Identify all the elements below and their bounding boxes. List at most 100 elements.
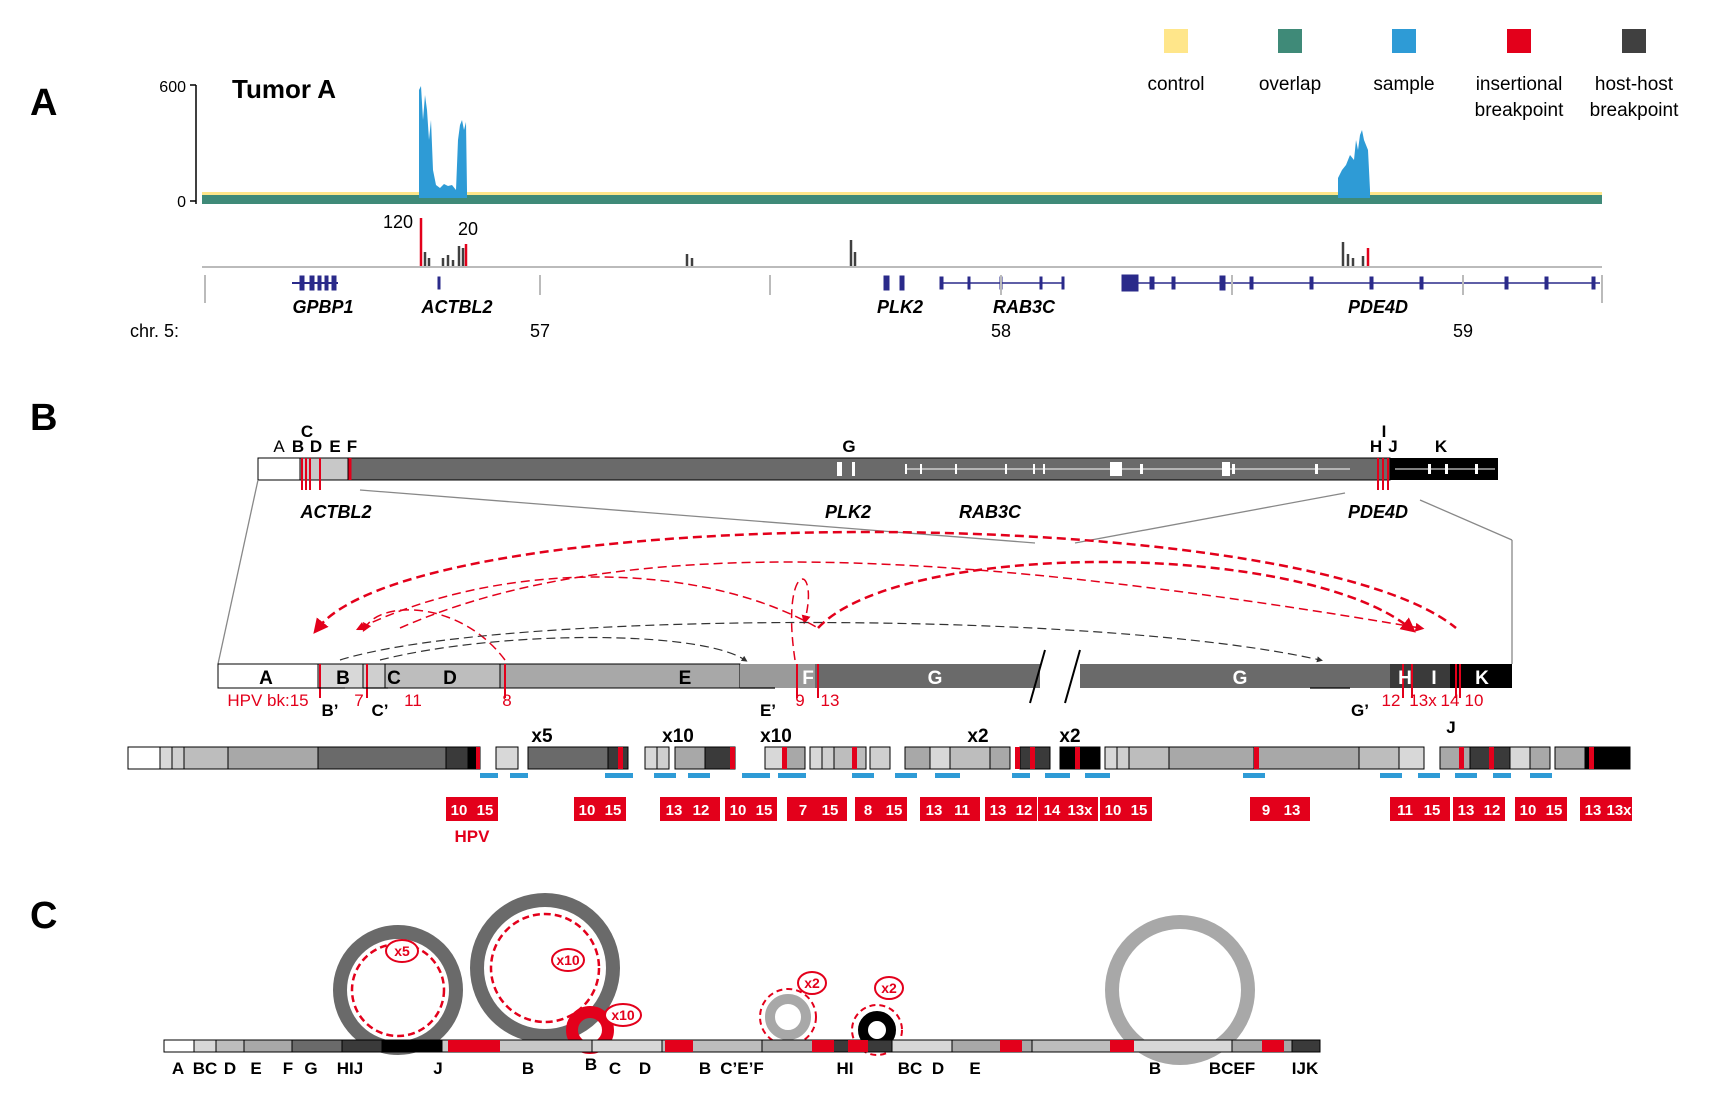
c-mult-x5: x5	[394, 943, 410, 959]
c-label-d3: D	[932, 1059, 944, 1078]
top-seg-e: E	[329, 437, 340, 456]
hpv-2-b: 12	[693, 802, 710, 819]
hpv-1-b: 15	[605, 802, 622, 819]
mid-seg-a: A	[259, 668, 273, 689]
hpv-4-a: 7	[799, 802, 807, 819]
chr-tick-marks	[204, 275, 1603, 303]
hpv-12-a: 13	[1458, 802, 1475, 819]
bk-14: 14	[1441, 691, 1460, 710]
c-label-d2: D	[639, 1059, 651, 1078]
hpv-8-b: 13x	[1067, 802, 1093, 819]
hpv-8-a: 14	[1044, 802, 1061, 819]
c-label-b3: B	[699, 1059, 711, 1078]
mid-seg-g-right: G	[1233, 668, 1248, 689]
gene-actbl2: ACTBL2	[421, 297, 493, 317]
mid-seg-d: D	[443, 668, 457, 689]
c-label-b1: B	[522, 1059, 534, 1078]
top-gene-plk2: PLK2	[825, 502, 871, 522]
legend-label-sample: sample	[1373, 74, 1434, 95]
hpv-13-a: 10	[1520, 802, 1537, 819]
legend-swatch-sample	[1392, 29, 1416, 53]
mult-x2-a: x2	[967, 726, 988, 747]
hpv-14-b: 13x	[1606, 802, 1632, 819]
breakpoint-count-120: 120	[383, 212, 413, 232]
hpv-5-b: 15	[886, 802, 903, 819]
prime-j: J	[1446, 718, 1455, 737]
sample-peaks	[419, 86, 1370, 198]
hpv-7-b: 12	[1016, 802, 1033, 819]
junction-arcs	[313, 530, 1457, 663]
top-seg-g: G	[842, 437, 855, 456]
c-mult-x2-b: x2	[881, 980, 897, 996]
c-label-c: C	[609, 1059, 621, 1078]
mid-seg-h: H	[1398, 668, 1412, 689]
panel-label-c: C	[30, 895, 57, 937]
y-tick-600: 600	[159, 79, 186, 96]
chr-tick-59: 59	[1453, 321, 1473, 341]
overlap-coverage	[202, 195, 1602, 204]
panel-c-linear-bar	[163, 1039, 1321, 1053]
bk-11: 11	[404, 691, 422, 710]
legend: control overlap sample insertional break…	[1147, 29, 1679, 121]
top-seg-c: C	[301, 422, 313, 441]
c-label-bc: BC	[193, 1059, 218, 1078]
c-mult-x10-b: x10	[611, 1007, 635, 1023]
top-seg-i: I	[1382, 422, 1387, 441]
c-mult-x10-a: x10	[556, 952, 580, 968]
bk-12: 12	[1382, 691, 1401, 710]
prime-e: E’	[760, 701, 776, 720]
prime-c: C’	[372, 701, 389, 720]
panel-b: A B C D E F G H I J K ACTBL2 PLK2 RAB3C …	[127, 422, 1632, 846]
panel-a: Tumor A 600 0 120 20	[130, 29, 1679, 341]
c-label-hi: HI	[837, 1059, 854, 1078]
legend-label-overlap: overlap	[1259, 74, 1321, 95]
hpv-11-a: 11	[1397, 802, 1413, 819]
bk-9: 9	[795, 691, 804, 710]
hpv-10-b: 13	[1284, 802, 1301, 819]
tumor-title: Tumor A	[232, 74, 336, 104]
reconstructed-contig	[127, 746, 1631, 770]
top-seg-b: B	[292, 437, 304, 456]
c-label-a: A	[172, 1059, 184, 1078]
mult-x5: x5	[531, 726, 553, 747]
c-label-e2: E	[969, 1059, 980, 1078]
bk-label: HPV bk:15	[227, 691, 308, 710]
y-tick-0: 0	[177, 194, 186, 211]
mid-seg-f: F	[802, 668, 814, 689]
gene-track	[292, 274, 1600, 292]
top-gene-actbl2: ACTBL2	[300, 502, 372, 522]
c-label-j: J	[433, 1059, 442, 1078]
hpv-3-b: 15	[756, 802, 773, 819]
mult-x10-b: x10	[760, 726, 792, 747]
top-seg-f: F	[347, 437, 357, 456]
panel-label-b: B	[30, 397, 57, 439]
c-label-bc2: BC	[898, 1059, 923, 1078]
c-label-bcef: BCEF	[1209, 1059, 1255, 1078]
mid-seg-i: I	[1431, 668, 1436, 689]
panel-c-rings	[333, 893, 1255, 1065]
hpv-12-b: 12	[1484, 802, 1501, 819]
panel-label-a: A	[30, 82, 57, 124]
mid-seg-k: K	[1475, 668, 1489, 689]
gene-pde4d: PDE4D	[1348, 297, 1408, 317]
hpv-3-a: 10	[730, 802, 747, 819]
bk-7: 7	[354, 691, 363, 710]
c-label-g: G	[304, 1059, 317, 1078]
hpv-13-b: 15	[1546, 802, 1563, 819]
mid-seg-b: B	[336, 668, 350, 689]
prime-b: B’	[322, 701, 339, 720]
hpv-boxes	[446, 797, 1632, 821]
c-label-e: E	[250, 1059, 261, 1078]
hpv-1-a: 10	[579, 802, 596, 819]
mid-seg-c: C	[387, 668, 401, 689]
hpv-2-a: 13	[666, 802, 683, 819]
chr-tick-57: 57	[530, 321, 550, 341]
hpv-11-b: 15	[1424, 802, 1441, 819]
c-label-cef: C’E’F	[720, 1059, 763, 1078]
breakpoint-count-20: 20	[458, 219, 478, 239]
top-seg-k: K	[1435, 437, 1448, 456]
gene-plk2: PLK2	[877, 297, 923, 317]
chr-label: chr. 5:	[130, 321, 179, 341]
mult-x2-b: x2	[1059, 726, 1080, 747]
